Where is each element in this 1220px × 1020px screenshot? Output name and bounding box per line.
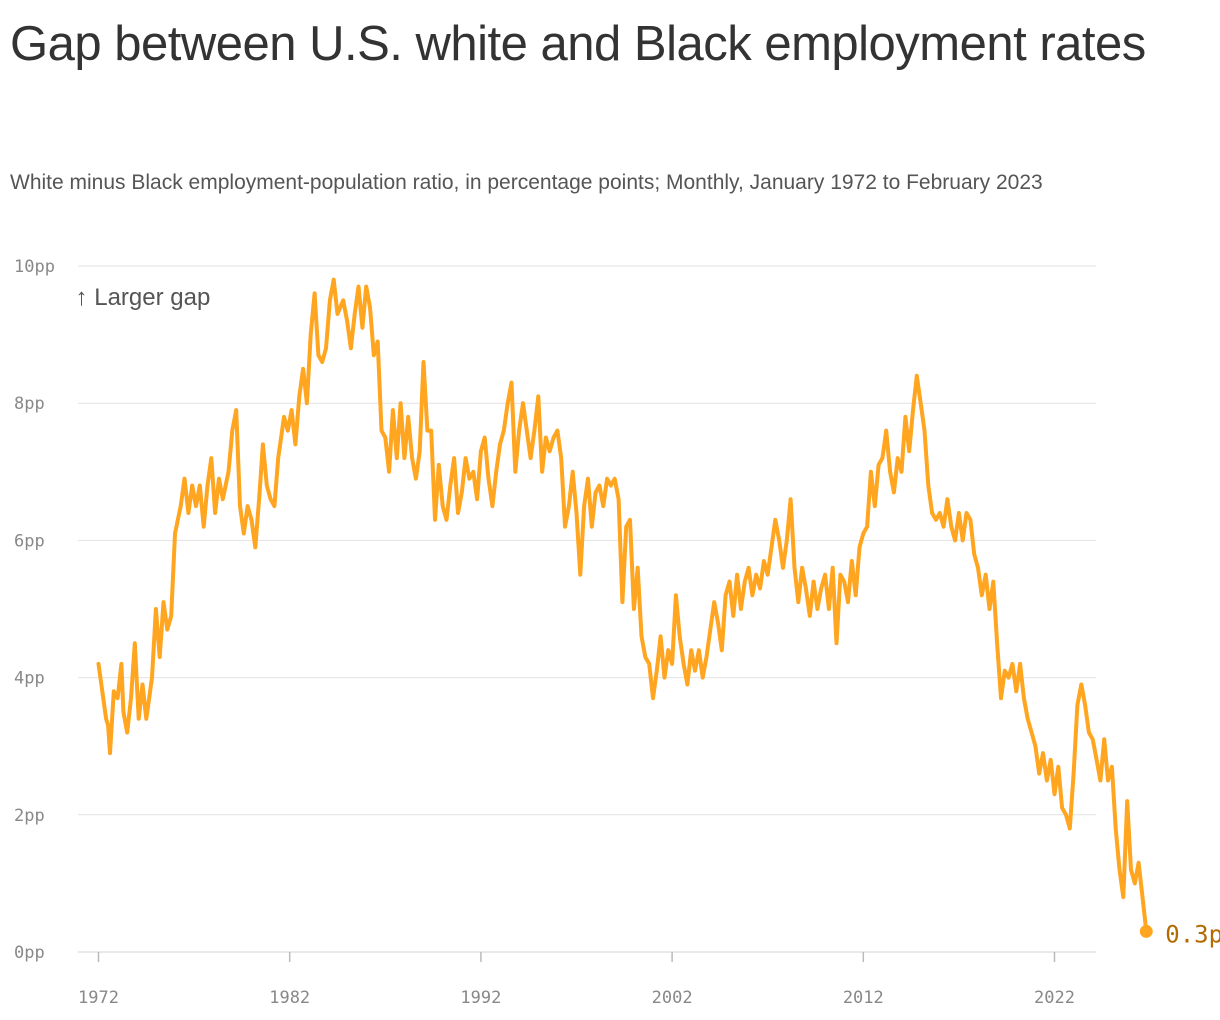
x-axis-ticks xyxy=(97,952,1056,962)
end-value-label: 0.3pp xyxy=(1165,920,1220,948)
grid-lines xyxy=(78,265,1096,953)
x-tick-label: 2012 xyxy=(843,988,884,1008)
y-tick-label: 0pp xyxy=(14,943,45,963)
series-line xyxy=(96,277,1149,934)
x-axis-tick-labels: 1972 1982 1992 2002 2012 2022 xyxy=(78,988,1075,1008)
x-tick-label: 1982 xyxy=(269,988,310,1008)
chart-subtitle: White minus Black employment-population … xyxy=(10,171,1043,194)
y-axis-tick-labels: 0pp 2pp 4pp 6pp 8pp 10pp xyxy=(14,257,55,963)
y-tick-label: 2pp xyxy=(14,806,45,826)
y-tick-label: 10pp xyxy=(14,257,55,277)
y-tick-label: 6pp xyxy=(14,531,45,551)
y-tick-label: 8pp xyxy=(14,394,45,414)
y-tick-label: 4pp xyxy=(14,669,45,689)
x-tick-label: 2022 xyxy=(1034,988,1075,1008)
x-tick-label: 1972 xyxy=(78,988,119,1008)
x-tick-label: 1992 xyxy=(460,988,501,1008)
larger-gap-annotation: ↑ Larger gap xyxy=(76,284,211,311)
x-tick-label: 2002 xyxy=(652,988,693,1008)
chart-title: Gap between U.S. white and Black employm… xyxy=(10,17,1146,71)
end-point-marker xyxy=(1139,924,1153,938)
